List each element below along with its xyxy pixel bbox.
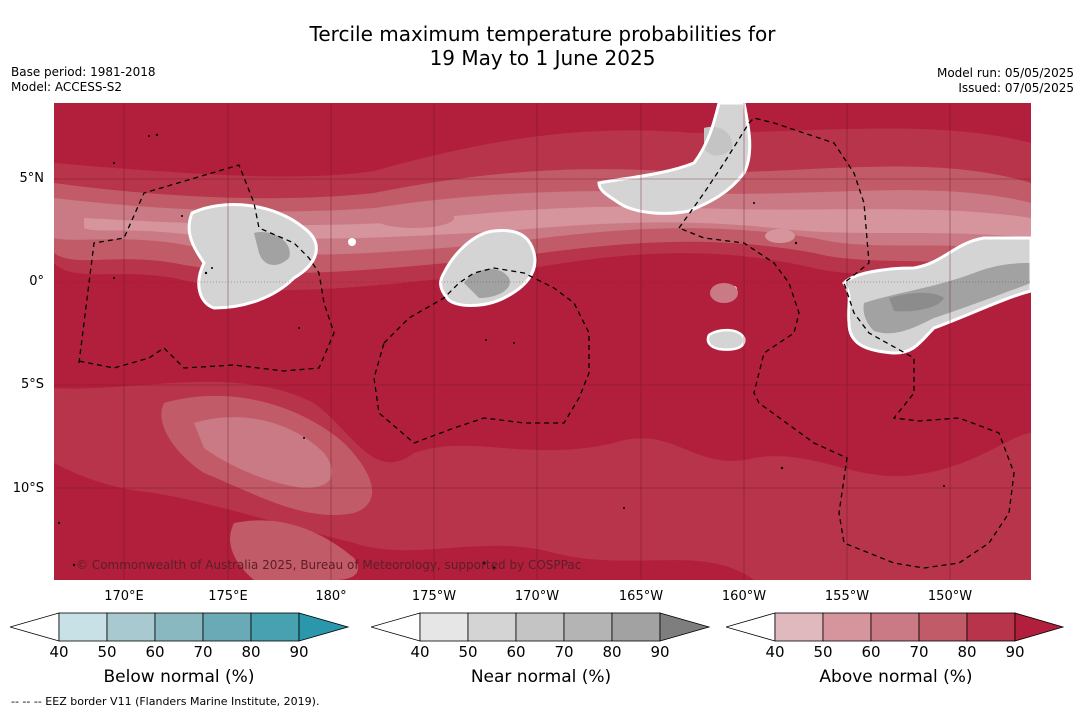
meta-right: Model run: 05/05/2025 Issued: 07/05/2025 xyxy=(937,66,1074,96)
lat-label-5n: 5°N xyxy=(19,171,45,186)
lon-label-175e: 175°E xyxy=(208,589,248,604)
near-normal-west xyxy=(187,203,318,310)
cb-tick: 50 xyxy=(458,643,478,661)
below-normal-title: Below normal (%) xyxy=(103,667,255,687)
graticule xyxy=(54,103,1031,580)
title-line-2: 19 May to 1 June 2025 xyxy=(429,46,656,70)
southern-patches xyxy=(54,381,1031,580)
cb-tick: 80 xyxy=(602,643,622,661)
base-period: Base period: 1981-2018 xyxy=(11,65,156,79)
cb-tick: 60 xyxy=(145,643,165,661)
near-normal-title: Near normal (%) xyxy=(470,667,612,687)
lon-label-175w: 175°W xyxy=(411,589,457,604)
lat-label-5s: 5°S xyxy=(20,377,44,392)
meta-left: Base period: 1981-2018 Model: ACCESS-S2 xyxy=(11,65,156,95)
cb-tick: 90 xyxy=(1005,643,1025,661)
cb-tick: 60 xyxy=(506,643,526,661)
cb-tick: 90 xyxy=(650,643,670,661)
cb-tick: 40 xyxy=(49,643,69,661)
lat-label-10s: 10°S xyxy=(12,481,44,496)
cb-tick: 70 xyxy=(909,643,929,661)
cb-tick: 50 xyxy=(97,643,117,661)
lon-label-160w: 160°W xyxy=(721,589,767,604)
model-run: Model run: 05/05/2025 xyxy=(936,66,1074,80)
issued-date: Issued: 07/05/2025 xyxy=(958,81,1074,95)
chart-title: Tercile maximum temperature probabilitie… xyxy=(0,22,1085,70)
cb-tick: 70 xyxy=(554,643,574,661)
near-normal-central xyxy=(439,229,537,307)
lon-label-165w: 165°W xyxy=(618,589,664,604)
cb-tick: 40 xyxy=(765,643,785,661)
above-normal-title: Above normal (%) xyxy=(819,667,973,687)
lon-label-180: 180° xyxy=(315,589,347,604)
cb-tick: 80 xyxy=(957,643,977,661)
cb-tick: 40 xyxy=(410,643,430,661)
near-normal-colorbar xyxy=(371,612,711,642)
eez-footnote: -- -- -- EEZ border V11 (Flanders Marine… xyxy=(11,695,320,708)
eez-borders xyxy=(78,117,1015,569)
cb-tick: 50 xyxy=(813,643,833,661)
model-name: Model: ACCESS-S2 xyxy=(11,80,123,94)
copyright-notice: © Commonwealth of Australia 2025, Bureau… xyxy=(76,558,582,572)
lon-label-150w: 150°W xyxy=(927,589,973,604)
lat-label-0: 0° xyxy=(29,274,44,289)
cb-tick: 60 xyxy=(861,643,881,661)
near-normal-east xyxy=(842,236,1031,355)
lon-label-170e: 170°E xyxy=(104,589,144,604)
cb-tick: 70 xyxy=(193,643,213,661)
probability-map xyxy=(54,103,1031,580)
below-normal-colorbar xyxy=(10,612,350,642)
near-normal-north xyxy=(597,103,752,215)
cb-tick: 80 xyxy=(241,643,261,661)
lon-label-155w: 155°W xyxy=(824,589,870,604)
above-normal-colorbar xyxy=(726,612,1065,642)
lon-label-170w: 170°W xyxy=(514,589,560,604)
title-line-1: Tercile maximum temperature probabilitie… xyxy=(309,22,776,46)
island-specks xyxy=(57,133,945,570)
cb-tick: 90 xyxy=(289,643,309,661)
